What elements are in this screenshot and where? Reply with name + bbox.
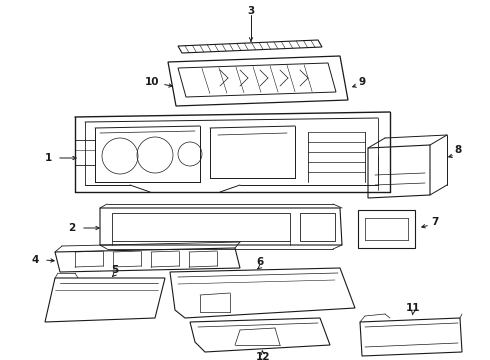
Text: 7: 7 <box>431 217 439 227</box>
Text: 12: 12 <box>256 352 270 360</box>
Text: 6: 6 <box>256 257 264 267</box>
Text: 3: 3 <box>247 6 255 16</box>
Text: 10: 10 <box>145 77 159 87</box>
Text: 8: 8 <box>454 145 462 155</box>
Text: 9: 9 <box>359 77 366 87</box>
Text: 5: 5 <box>111 265 119 275</box>
Text: 2: 2 <box>69 223 75 233</box>
Text: 1: 1 <box>45 153 51 163</box>
Text: 4: 4 <box>31 255 39 265</box>
Text: 11: 11 <box>406 303 420 313</box>
